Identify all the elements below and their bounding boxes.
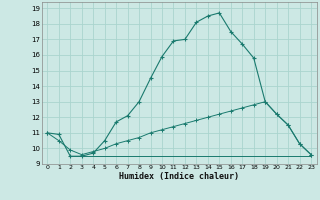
X-axis label: Humidex (Indice chaleur): Humidex (Indice chaleur) [119, 172, 239, 181]
